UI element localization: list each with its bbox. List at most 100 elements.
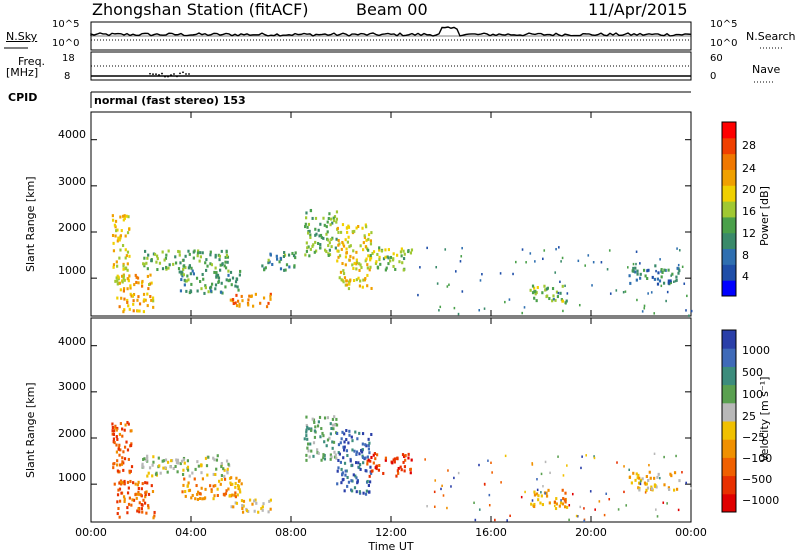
data-cell bbox=[360, 450, 364, 454]
data-cell bbox=[328, 436, 331, 440]
data-cell bbox=[660, 269, 663, 273]
data-cell bbox=[481, 272, 483, 276]
data-cell bbox=[269, 292, 272, 296]
data-cell bbox=[314, 233, 317, 237]
data-cell bbox=[229, 481, 232, 485]
data-cell bbox=[322, 216, 325, 220]
data-cell bbox=[560, 298, 563, 302]
data-cell bbox=[646, 486, 650, 490]
data-cell bbox=[126, 262, 129, 266]
data-cell bbox=[126, 421, 129, 425]
data-cell bbox=[403, 469, 406, 473]
data-cell bbox=[434, 479, 437, 482]
data-cell bbox=[116, 469, 119, 473]
data-cell bbox=[568, 504, 571, 507]
data-cell bbox=[184, 254, 187, 258]
data-cell bbox=[231, 276, 235, 280]
data-cell bbox=[314, 240, 317, 244]
data-cell bbox=[311, 417, 314, 421]
data-cell bbox=[126, 231, 130, 235]
data-cell bbox=[175, 461, 179, 465]
data-cell bbox=[350, 464, 353, 468]
data-cell bbox=[223, 477, 227, 481]
data-cell bbox=[544, 460, 547, 464]
data-cell bbox=[332, 440, 336, 444]
data-cell bbox=[120, 491, 123, 495]
data-cell bbox=[225, 250, 228, 254]
data-cell bbox=[326, 237, 329, 241]
data-cell bbox=[367, 443, 370, 447]
data-cell bbox=[131, 294, 134, 298]
data-cell bbox=[201, 477, 205, 481]
data-cell bbox=[216, 487, 219, 491]
data-cell bbox=[262, 296, 266, 300]
data-cell bbox=[653, 277, 657, 281]
data-cell bbox=[357, 461, 360, 465]
data-cell bbox=[188, 474, 191, 478]
data-cell bbox=[247, 298, 250, 302]
data-cell bbox=[504, 454, 507, 458]
data-cell bbox=[230, 476, 233, 480]
data-cell bbox=[562, 309, 564, 313]
data-cell bbox=[116, 493, 120, 497]
data-cell bbox=[236, 484, 240, 488]
data-cell bbox=[219, 268, 222, 272]
data-cell bbox=[356, 437, 359, 441]
data-cell bbox=[175, 458, 178, 462]
data-cell bbox=[638, 486, 641, 490]
data-cell bbox=[189, 272, 192, 276]
data-cell bbox=[349, 278, 352, 282]
data-cell bbox=[179, 462, 182, 466]
colorbar-segment bbox=[722, 137, 736, 155]
data-cell bbox=[392, 264, 395, 268]
data-cell bbox=[129, 443, 133, 447]
data-cell bbox=[152, 460, 155, 464]
data-cell bbox=[367, 233, 371, 237]
data-cell bbox=[235, 293, 238, 297]
data-cell bbox=[343, 461, 347, 465]
data-cell bbox=[690, 309, 693, 313]
data-cell bbox=[140, 284, 144, 288]
data-cell bbox=[372, 250, 376, 254]
data-cell bbox=[364, 259, 367, 263]
data-cell bbox=[140, 507, 143, 511]
data-cell bbox=[378, 464, 381, 468]
data-cell bbox=[245, 509, 249, 513]
data-cell bbox=[118, 281, 121, 285]
data-cell bbox=[560, 260, 562, 263]
data-cell bbox=[328, 241, 331, 245]
data-cell bbox=[122, 310, 125, 314]
data-cell bbox=[225, 254, 229, 258]
data-cell bbox=[144, 298, 147, 302]
data-cell bbox=[355, 267, 358, 271]
data-cell bbox=[136, 309, 139, 313]
data-cell bbox=[407, 250, 410, 254]
data-cell bbox=[187, 481, 190, 485]
data-cell bbox=[122, 277, 125, 281]
data-cell bbox=[344, 283, 347, 287]
data-cell bbox=[132, 481, 135, 485]
data-cell bbox=[283, 251, 286, 255]
data-cell bbox=[111, 422, 114, 426]
data-cell bbox=[121, 280, 124, 284]
data-cell bbox=[284, 268, 287, 272]
data-cell bbox=[212, 497, 215, 501]
data-cell bbox=[116, 463, 119, 467]
data-cell bbox=[330, 238, 333, 242]
data-cell bbox=[639, 482, 642, 486]
data-cell bbox=[150, 484, 153, 488]
data-cell bbox=[152, 305, 155, 309]
data-cell bbox=[355, 262, 358, 266]
data-cell bbox=[128, 307, 131, 311]
data-cell bbox=[303, 437, 306, 441]
data-cell bbox=[536, 285, 539, 289]
data-cell bbox=[367, 483, 370, 487]
data-cell bbox=[181, 490, 184, 494]
data-cell bbox=[165, 265, 168, 269]
data-cell bbox=[142, 310, 145, 314]
data-cell bbox=[265, 305, 269, 309]
data-cell bbox=[117, 236, 120, 240]
data-cell bbox=[349, 244, 352, 248]
data-cell bbox=[355, 278, 358, 282]
data-cell bbox=[165, 253, 168, 257]
